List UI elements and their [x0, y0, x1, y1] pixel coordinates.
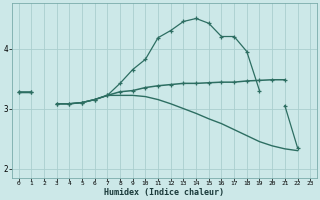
X-axis label: Humidex (Indice chaleur): Humidex (Indice chaleur)	[104, 188, 224, 197]
